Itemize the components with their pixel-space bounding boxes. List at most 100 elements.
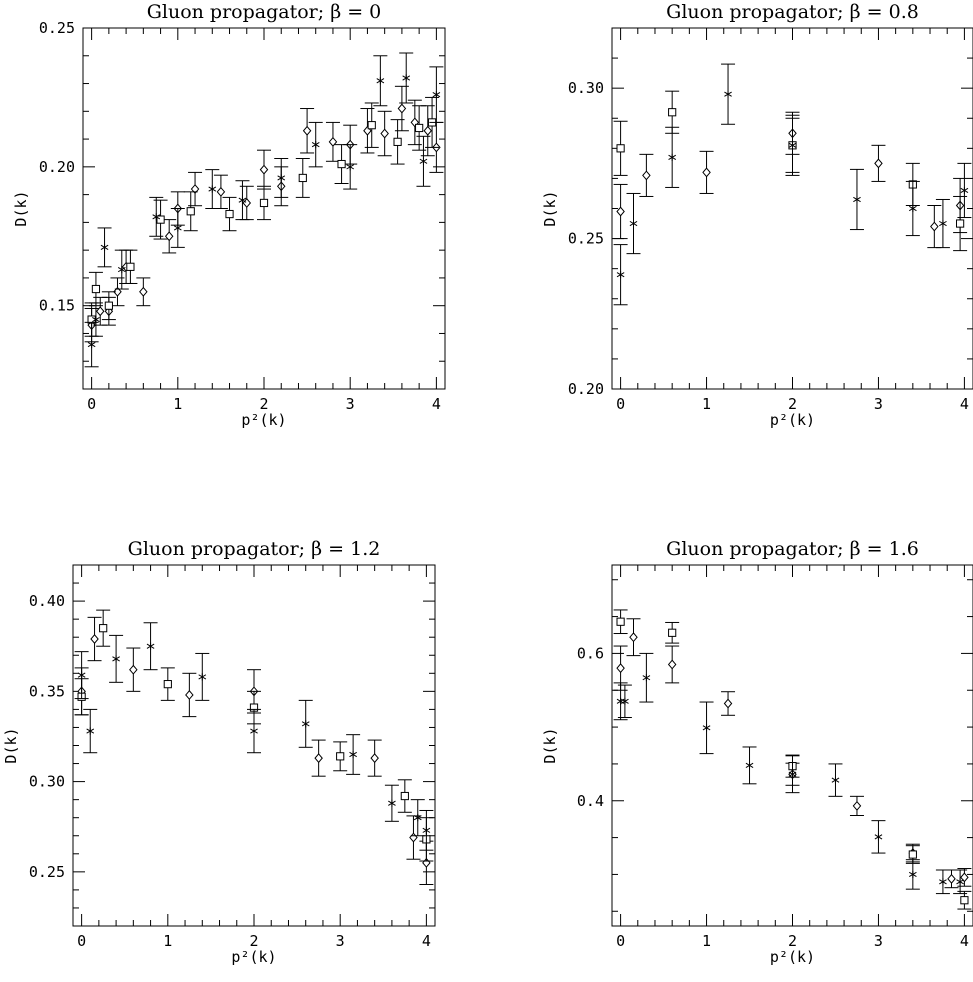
x-axis-label: p²(k) — [770, 948, 815, 966]
x-axis-label: p²(k) — [770, 411, 815, 429]
data-point — [308, 121, 323, 168]
square-marker — [186, 207, 195, 216]
diamond-marker — [302, 125, 312, 136]
data-point — [849, 168, 864, 231]
diamond-marker — [139, 286, 148, 297]
diamond-marker — [642, 170, 651, 181]
data-point — [665, 645, 680, 684]
asterisk-marker — [112, 655, 120, 663]
x-axis-label: p²(k) — [241, 411, 286, 429]
data-point — [785, 755, 800, 794]
asterisk-marker — [908, 870, 917, 879]
y-tick-label: 0.30 — [29, 773, 65, 791]
data-point — [257, 149, 271, 190]
asterisk-marker — [86, 727, 95, 735]
x-tick-label: 4 — [422, 932, 431, 950]
data-point — [83, 708, 98, 754]
y-tick-label: 0.25 — [568, 230, 604, 248]
data-point — [953, 195, 968, 252]
data-point — [665, 621, 680, 644]
data-point — [183, 191, 198, 232]
asterisk-marker — [422, 826, 431, 834]
x-tick-label: 4 — [432, 395, 441, 413]
data-point — [626, 192, 641, 255]
y-axis-label: D(k) — [541, 727, 559, 763]
x-tick-label: 3 — [346, 395, 355, 413]
asterisk-marker — [668, 153, 677, 161]
square-marker — [259, 198, 269, 208]
data-points — [84, 52, 444, 368]
data-points — [613, 609, 972, 910]
asterisk-marker — [208, 185, 217, 193]
data-point — [114, 249, 129, 290]
data-point — [126, 647, 141, 692]
data-point — [905, 859, 920, 890]
x-ticks — [620, 28, 965, 389]
plot-frame — [611, 27, 973, 390]
chart-panel-1: Gluon propagator; β = 0 0 1 2 3 4 0.15 0.20 0.25… — [12, 1, 446, 429]
asterisk-marker — [376, 77, 385, 85]
diamond-marker — [129, 664, 138, 675]
x-tick-label: 2 — [788, 395, 797, 413]
asterisk-marker — [616, 697, 625, 705]
diamond-marker — [95, 306, 105, 317]
plot-frame — [611, 564, 973, 927]
x-tick-label: 1 — [173, 395, 182, 413]
diamond-marker — [113, 286, 122, 297]
asterisk-marker — [874, 833, 883, 841]
series-asterisk — [613, 652, 968, 895]
data-point — [87, 616, 102, 662]
asterisk-marker — [621, 697, 629, 705]
data-point — [394, 85, 409, 132]
data-point — [110, 277, 125, 307]
data-point — [377, 110, 392, 157]
asterisk-marker — [152, 213, 161, 221]
data-points — [613, 63, 972, 306]
square-marker — [616, 617, 625, 626]
data-point — [399, 52, 414, 104]
data-point — [665, 126, 680, 188]
data-point — [626, 618, 641, 657]
asterisk-marker — [724, 90, 732, 98]
y-ticks — [612, 27, 973, 390]
data-point — [613, 609, 628, 635]
square-marker — [225, 209, 234, 219]
asterisk-marker — [745, 761, 754, 769]
data-point — [419, 809, 434, 851]
data-point — [613, 244, 628, 306]
data-point — [639, 153, 654, 197]
square-marker — [956, 219, 965, 228]
asterisk-marker — [642, 674, 651, 682]
x-axis-label: p²(k) — [231, 948, 276, 966]
square-marker — [163, 680, 172, 689]
square-marker — [337, 159, 346, 169]
series-diamond — [613, 618, 972, 889]
data-point — [136, 277, 151, 307]
diamond-marker — [423, 125, 433, 136]
asterisk-marker — [87, 340, 96, 349]
x-tick-label: 4 — [960, 395, 969, 413]
x-tick-label: 3 — [336, 932, 345, 950]
asterisk-marker — [939, 878, 947, 886]
asterisk-marker — [250, 727, 258, 735]
square-marker — [91, 284, 101, 294]
asterisk-marker — [939, 219, 947, 228]
data-point — [149, 196, 164, 237]
data-point — [617, 684, 632, 719]
square-marker — [104, 301, 113, 310]
data-point — [222, 196, 237, 232]
data-point — [905, 180, 920, 237]
x-ticks — [81, 565, 427, 926]
data-point — [97, 227, 112, 268]
square-marker — [367, 121, 376, 130]
series-asterisk — [613, 63, 972, 306]
diamond-marker — [960, 872, 969, 883]
diamond-marker — [616, 206, 625, 217]
square-marker — [960, 896, 969, 905]
x-tick-label: 3 — [874, 395, 883, 413]
chart-title: Gluon propagator; β = 0 — [147, 1, 382, 23]
diamond-marker — [930, 221, 939, 232]
asterisk-marker — [413, 814, 422, 822]
asterisk-marker — [100, 243, 109, 251]
data-point — [935, 198, 950, 249]
